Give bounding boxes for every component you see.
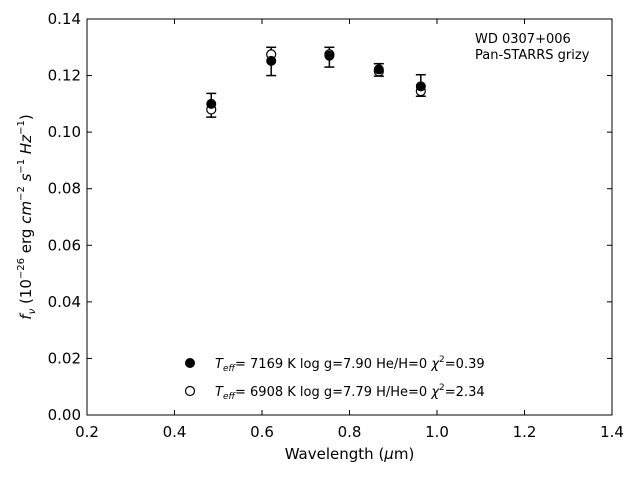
plot-area	[86, 18, 613, 416]
annotation-line2: Pan-STARRS grizy	[475, 48, 590, 63]
y-tick-label: 0.02	[48, 349, 81, 367]
x-tick-label: 1.4	[600, 423, 624, 441]
legend-entry-2: Teff= 6908 K log g=7.79 H/He=0 χ2=2.34	[215, 383, 485, 402]
y-tick-label: 0.10	[48, 123, 81, 141]
point-filled	[266, 55, 277, 66]
y-axis-label: fν (10−26 erg cm−2 s−1 Hz−1)	[16, 114, 38, 319]
legend-2-teff: 6908 K	[250, 385, 296, 400]
x-tick-label: 0.2	[75, 423, 99, 441]
legend-1-teff: 7169 K	[250, 357, 296, 372]
y-tick-label: 0.04	[48, 293, 81, 311]
legend-1-chi2: =0.39	[445, 357, 485, 372]
y-tick-label: 0.08	[48, 180, 81, 198]
legend-2-chi2: =2.34	[445, 385, 485, 400]
y-tick-label: 0.06	[48, 236, 81, 254]
x-tick-label: 0.4	[163, 423, 187, 441]
legend: Teff= 7169 K log g=7.90 He/H=0 χ2=0.39 T…	[184, 355, 485, 402]
legend-marker-open	[184, 385, 196, 397]
y-tick-label: 0.12	[48, 67, 81, 85]
annotation-line1: WD 0307+006	[475, 32, 571, 47]
point-filled	[415, 81, 426, 92]
point-filled	[324, 50, 335, 61]
tick-layer: 0.2 0.4 0.6 0.8 1.0 1.2 1.4 0.00 0.02 0.04 0.06 0.0…	[48, 10, 624, 441]
point-layer	[206, 49, 426, 115]
legend-2-comp: H/He=0	[376, 385, 427, 400]
legend-1-logg: log g=7.90	[300, 357, 372, 372]
x-tick-label: 0.6	[250, 423, 274, 441]
x-tick-label: 1.2	[513, 423, 537, 441]
legend-marker-filled	[185, 358, 195, 368]
point-filled	[206, 98, 217, 109]
y-tick-label: 0.14	[48, 10, 81, 28]
x-tick-label: 0.8	[338, 423, 362, 441]
legend-1-comp: He/H=0	[376, 357, 427, 372]
y-tick-label: 0.00	[48, 406, 81, 424]
x-axis-label: Wavelength (μm)	[285, 445, 415, 463]
point-filled	[373, 64, 384, 75]
legend-2-logg: log g=7.79	[300, 385, 372, 400]
x-tick-label: 1.0	[425, 423, 449, 441]
legend-entry-1: Teff= 7169 K log g=7.90 He/H=0 χ2=0.39	[215, 355, 485, 374]
